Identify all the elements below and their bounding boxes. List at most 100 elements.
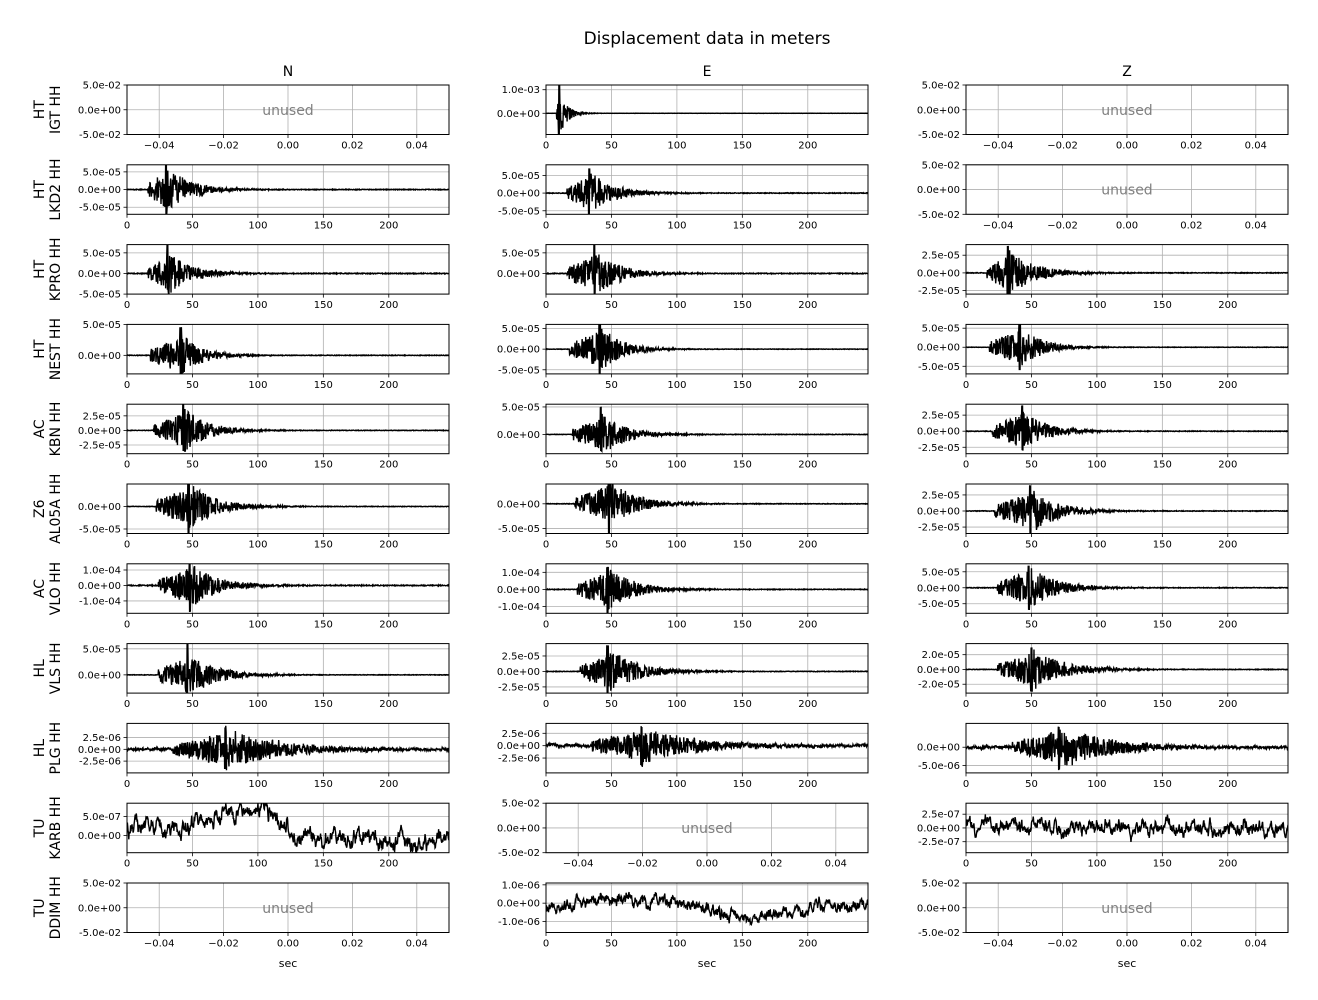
row-station-label: VLS HH <box>48 642 64 694</box>
row-station-label: IGT HH <box>48 85 64 134</box>
y-tick-label: -5.0e-02 <box>79 928 121 939</box>
y-tick-label: 0.0e+00 <box>917 185 960 196</box>
x-tick-label: 150 <box>314 619 333 630</box>
panel-frame <box>545 563 869 614</box>
panel-karb-e: −0.04 −0.02 0.00 0.02 0.04 5.0e-02 0.0e+00 -5.0… <box>497 799 869 870</box>
unused-label: unused <box>262 103 313 119</box>
y-tick-label: -5.0e-05 <box>918 599 960 610</box>
panel-vls-e: 0 50 100 150 200 2.5e-05 0.0e+00 -2.5e-05 <box>497 643 869 710</box>
x-tick-label: 50 <box>1025 779 1038 790</box>
panel-igt-n: −0.04 −0.02 0.00 0.02 0.04 5.0e-02 0.0e+00 -5.0… <box>78 81 450 152</box>
x-tick-label: 100 <box>1087 619 1106 630</box>
x-tick-label: 0.00 <box>277 141 299 152</box>
seismic-trace <box>546 324 868 374</box>
x-tick-label: 100 <box>1087 779 1106 790</box>
y-tick-label: -5.0e-02 <box>918 928 960 939</box>
x-tick-label: 0 <box>543 540 549 551</box>
x-tick-label: 0 <box>963 619 969 630</box>
x-tick-label: 100 <box>667 540 686 551</box>
panel-nest-z: 0 50 100 150 200 5.0e-05 0.0e+00 -5.0e-05 <box>917 324 1289 391</box>
x-tick-label: −0.04 <box>144 939 175 950</box>
y-tick-label: 2.5e-05 <box>502 651 540 662</box>
x-tick-label: 100 <box>248 300 267 311</box>
x-tick-label: 0 <box>963 859 969 870</box>
x-tick-label: 50 <box>186 380 199 391</box>
x-axis-label-e: sec <box>698 957 717 970</box>
y-tick-label: 5.0e-05 <box>83 644 121 655</box>
row-label-vlo: AC VLO HH <box>32 562 64 615</box>
row-label-kbn: AC KBN HH <box>32 402 64 457</box>
x-tick-label: 0.00 <box>277 939 299 950</box>
x-tick-label: −0.04 <box>983 939 1014 950</box>
row-label-al05a: Z6 AL05A HH <box>32 474 64 544</box>
x-tick-label: 0.00 <box>1116 141 1138 152</box>
row-network-label: Z6 <box>32 499 48 518</box>
panel-karb-z: 0 50 100 150 200 2.5e-07 0.0e+00 -2.5e-07 <box>917 802 1289 870</box>
unused-label: unused <box>262 901 313 917</box>
x-tick-label: 100 <box>1087 380 1106 391</box>
unused-label: unused <box>1101 103 1152 119</box>
row-label-plg: HL PLG HH <box>32 722 64 775</box>
seismic-trace <box>966 647 1288 692</box>
seismic-trace <box>966 324 1288 371</box>
x-tick-label: 0 <box>543 619 549 630</box>
x-tick-label: −0.02 <box>208 141 239 152</box>
y-tick-label: 2.5e-07 <box>922 810 960 821</box>
x-tick-label: 50 <box>605 699 618 710</box>
panel-frame <box>126 802 450 854</box>
panel-lkd2-e: 0 50 100 150 200 5.0e-05 0.0e+00 -5.0e-05 <box>497 164 869 231</box>
x-tick-label: 150 <box>733 540 752 551</box>
y-tick-label: 5.0e-02 <box>502 799 540 810</box>
y-tick-label: 5.0e-02 <box>83 81 121 92</box>
x-tick-label: 200 <box>1218 699 1237 710</box>
x-tick-label: 0 <box>963 540 969 551</box>
x-tick-label: 50 <box>605 939 618 950</box>
row-station-label: VLO HH <box>48 562 64 615</box>
y-tick-label: 0.0e+00 <box>497 345 540 356</box>
x-tick-label: 0 <box>124 300 130 311</box>
x-tick-label: 200 <box>1218 540 1237 551</box>
panel-nest-n: 0 50 100 150 200 5.0e-05 0.0e+00 <box>78 320 450 391</box>
y-tick-label: 5.0e-05 <box>83 320 121 331</box>
panel-frame <box>545 403 869 455</box>
x-tick-label: 50 <box>605 220 618 231</box>
y-tick-label: 5.0e-05 <box>83 248 121 259</box>
row-network-label: HT <box>32 100 48 120</box>
x-tick-label: 0 <box>543 380 549 391</box>
seismic-trace <box>966 405 1288 451</box>
column-header-e: E <box>703 64 712 80</box>
x-tick-label: 200 <box>379 300 398 311</box>
x-tick-label: −0.04 <box>983 220 1014 231</box>
x-tick-label: 200 <box>379 540 398 551</box>
panel-kbn-n: 0 50 100 150 200 2.5e-05 0.0e+00 -2.5e-05 <box>78 403 450 471</box>
x-tick-label: 200 <box>798 380 817 391</box>
x-tick-label: 150 <box>314 779 333 790</box>
y-tick-label: 0.0e+00 <box>78 903 121 914</box>
y-tick-label: -2.5e-05 <box>918 443 960 454</box>
x-tick-label: 200 <box>379 779 398 790</box>
panel-frame <box>965 403 1289 455</box>
panel-frame <box>545 882 869 933</box>
x-tick-label: 0.02 <box>1180 939 1202 950</box>
y-tick-label: 2.5e-05 <box>83 411 121 422</box>
panel-ddim-z: −0.04 −0.02 0.00 0.02 0.04 5.0e-02 0.0e+00 -5.0… <box>917 879 1289 950</box>
panel-lkd2-z: −0.04 −0.02 0.00 0.02 0.04 5.0e-02 0.0e+00 -5.0… <box>917 160 1289 231</box>
row-station-label: KARB HH <box>48 796 64 859</box>
row-label-lkd2: HT LKD2 HH <box>32 158 64 220</box>
y-tick-label: 5.0e-02 <box>922 160 960 171</box>
seismic-trace <box>127 803 449 853</box>
panel-kpro-e: 0 50 100 150 200 5.0e-05 0.0e+00 <box>497 244 869 311</box>
x-tick-label: 150 <box>733 460 752 471</box>
row-label-vls: HL VLS HH <box>32 642 64 694</box>
x-tick-label: 50 <box>186 699 199 710</box>
panel-kbn-z: 0 50 100 150 200 2.5e-05 0.0e+00 -2.5e-05 <box>917 403 1289 471</box>
x-tick-label: 200 <box>798 779 817 790</box>
seismic-trace <box>546 891 868 927</box>
x-tick-label: 150 <box>733 220 752 231</box>
x-tick-label: 0.00 <box>696 859 718 870</box>
y-tick-label: 0.0e+00 <box>917 268 960 279</box>
panel-kbn-e: 0 50 100 150 200 5.0e-05 0.0e+00 <box>497 402 869 471</box>
x-tick-label: 0.04 <box>825 859 847 870</box>
x-tick-label: 50 <box>605 619 618 630</box>
